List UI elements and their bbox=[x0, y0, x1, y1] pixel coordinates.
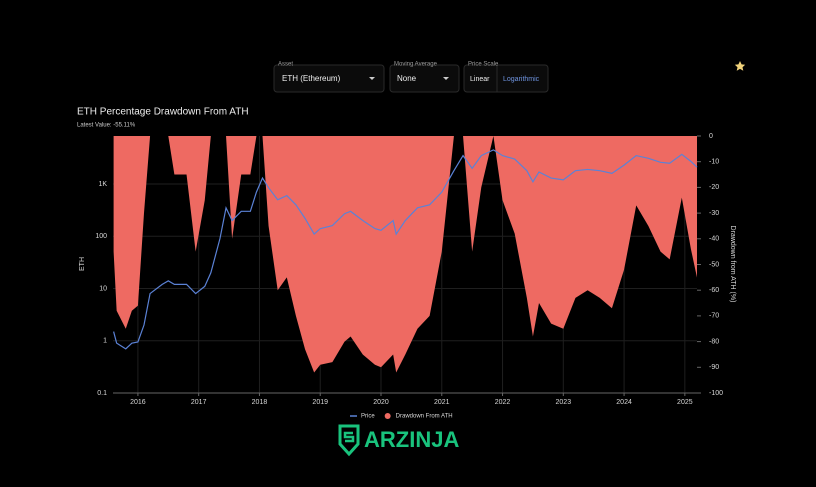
y2-tick-label: -50 bbox=[709, 261, 719, 268]
logo-icon bbox=[343, 431, 355, 443]
scale-label: Price Scale bbox=[468, 62, 499, 68]
asset-dropdown[interactable] bbox=[273, 64, 385, 93]
scale-toggle bbox=[463, 64, 549, 93]
x-tick-label: 2022 bbox=[495, 399, 511, 406]
y-tick-label: 1 bbox=[103, 338, 107, 345]
x-tick-label: 2016 bbox=[130, 399, 146, 406]
y-tick-label: 10 bbox=[99, 285, 107, 292]
chevron bbox=[369, 77, 375, 80]
ma-label: Moving Average bbox=[394, 62, 438, 68]
y-axis-label: ETH bbox=[79, 257, 86, 271]
y-tick-label: 1K bbox=[98, 181, 107, 188]
x-tick-label: 2018 bbox=[252, 399, 268, 406]
ma-value: None bbox=[397, 74, 417, 83]
x-tick-label: 2023 bbox=[556, 399, 572, 406]
y2-tick-label: -70 bbox=[709, 313, 719, 320]
x-tick-label: 2020 bbox=[373, 399, 389, 406]
y2-tick-label: -30 bbox=[709, 210, 719, 217]
chart-subtitle: Latest Value: -55.11% bbox=[77, 123, 136, 129]
y2-tick-label: -20 bbox=[709, 184, 719, 191]
scale-option[interactable]: Linear bbox=[470, 76, 490, 83]
logo: ARZINJA bbox=[338, 424, 459, 457]
chart-title: ETH Percentage Drawdown From ATH bbox=[77, 107, 249, 118]
y2-tick-label: -90 bbox=[709, 364, 719, 371]
y-tick-label: 0.1 bbox=[97, 390, 107, 397]
x-tick-label: 2025 bbox=[677, 399, 693, 406]
x-tick-label: 2024 bbox=[616, 399, 632, 406]
y2-axis-label: Drawdown from ATH (%) bbox=[729, 226, 736, 303]
x-tick-label: 2019 bbox=[312, 399, 328, 406]
asset-label: Asset bbox=[278, 62, 293, 68]
y2-tick-label: -40 bbox=[709, 236, 719, 243]
y2-tick-label: -10 bbox=[709, 159, 719, 166]
legend-label: Price bbox=[361, 414, 375, 420]
legend-swatch bbox=[384, 413, 391, 419]
drawdown-area bbox=[113, 136, 698, 373]
asset-value: ETH (Ethereum) bbox=[282, 74, 341, 83]
favorite-star[interactable] bbox=[734, 61, 746, 71]
chevron bbox=[443, 77, 449, 80]
y2-tick-label: -80 bbox=[709, 338, 719, 345]
scale-option[interactable]: Logarithmic bbox=[503, 76, 540, 83]
x-tick-label: 2017 bbox=[191, 399, 207, 406]
y2-tick-label: -60 bbox=[709, 287, 719, 294]
logo-text: ARZINJA bbox=[364, 427, 459, 452]
y2-tick-label: -100 bbox=[709, 390, 723, 397]
price-line bbox=[113, 149, 698, 350]
y2-tick-label: 0 bbox=[709, 133, 713, 140]
x-tick-label: 2021 bbox=[434, 399, 450, 406]
logo-icon bbox=[338, 424, 360, 457]
y-tick-label: 100 bbox=[95, 233, 107, 240]
legend-label: Drawdown From ATH bbox=[396, 414, 453, 420]
ma-dropdown[interactable] bbox=[389, 64, 460, 93]
